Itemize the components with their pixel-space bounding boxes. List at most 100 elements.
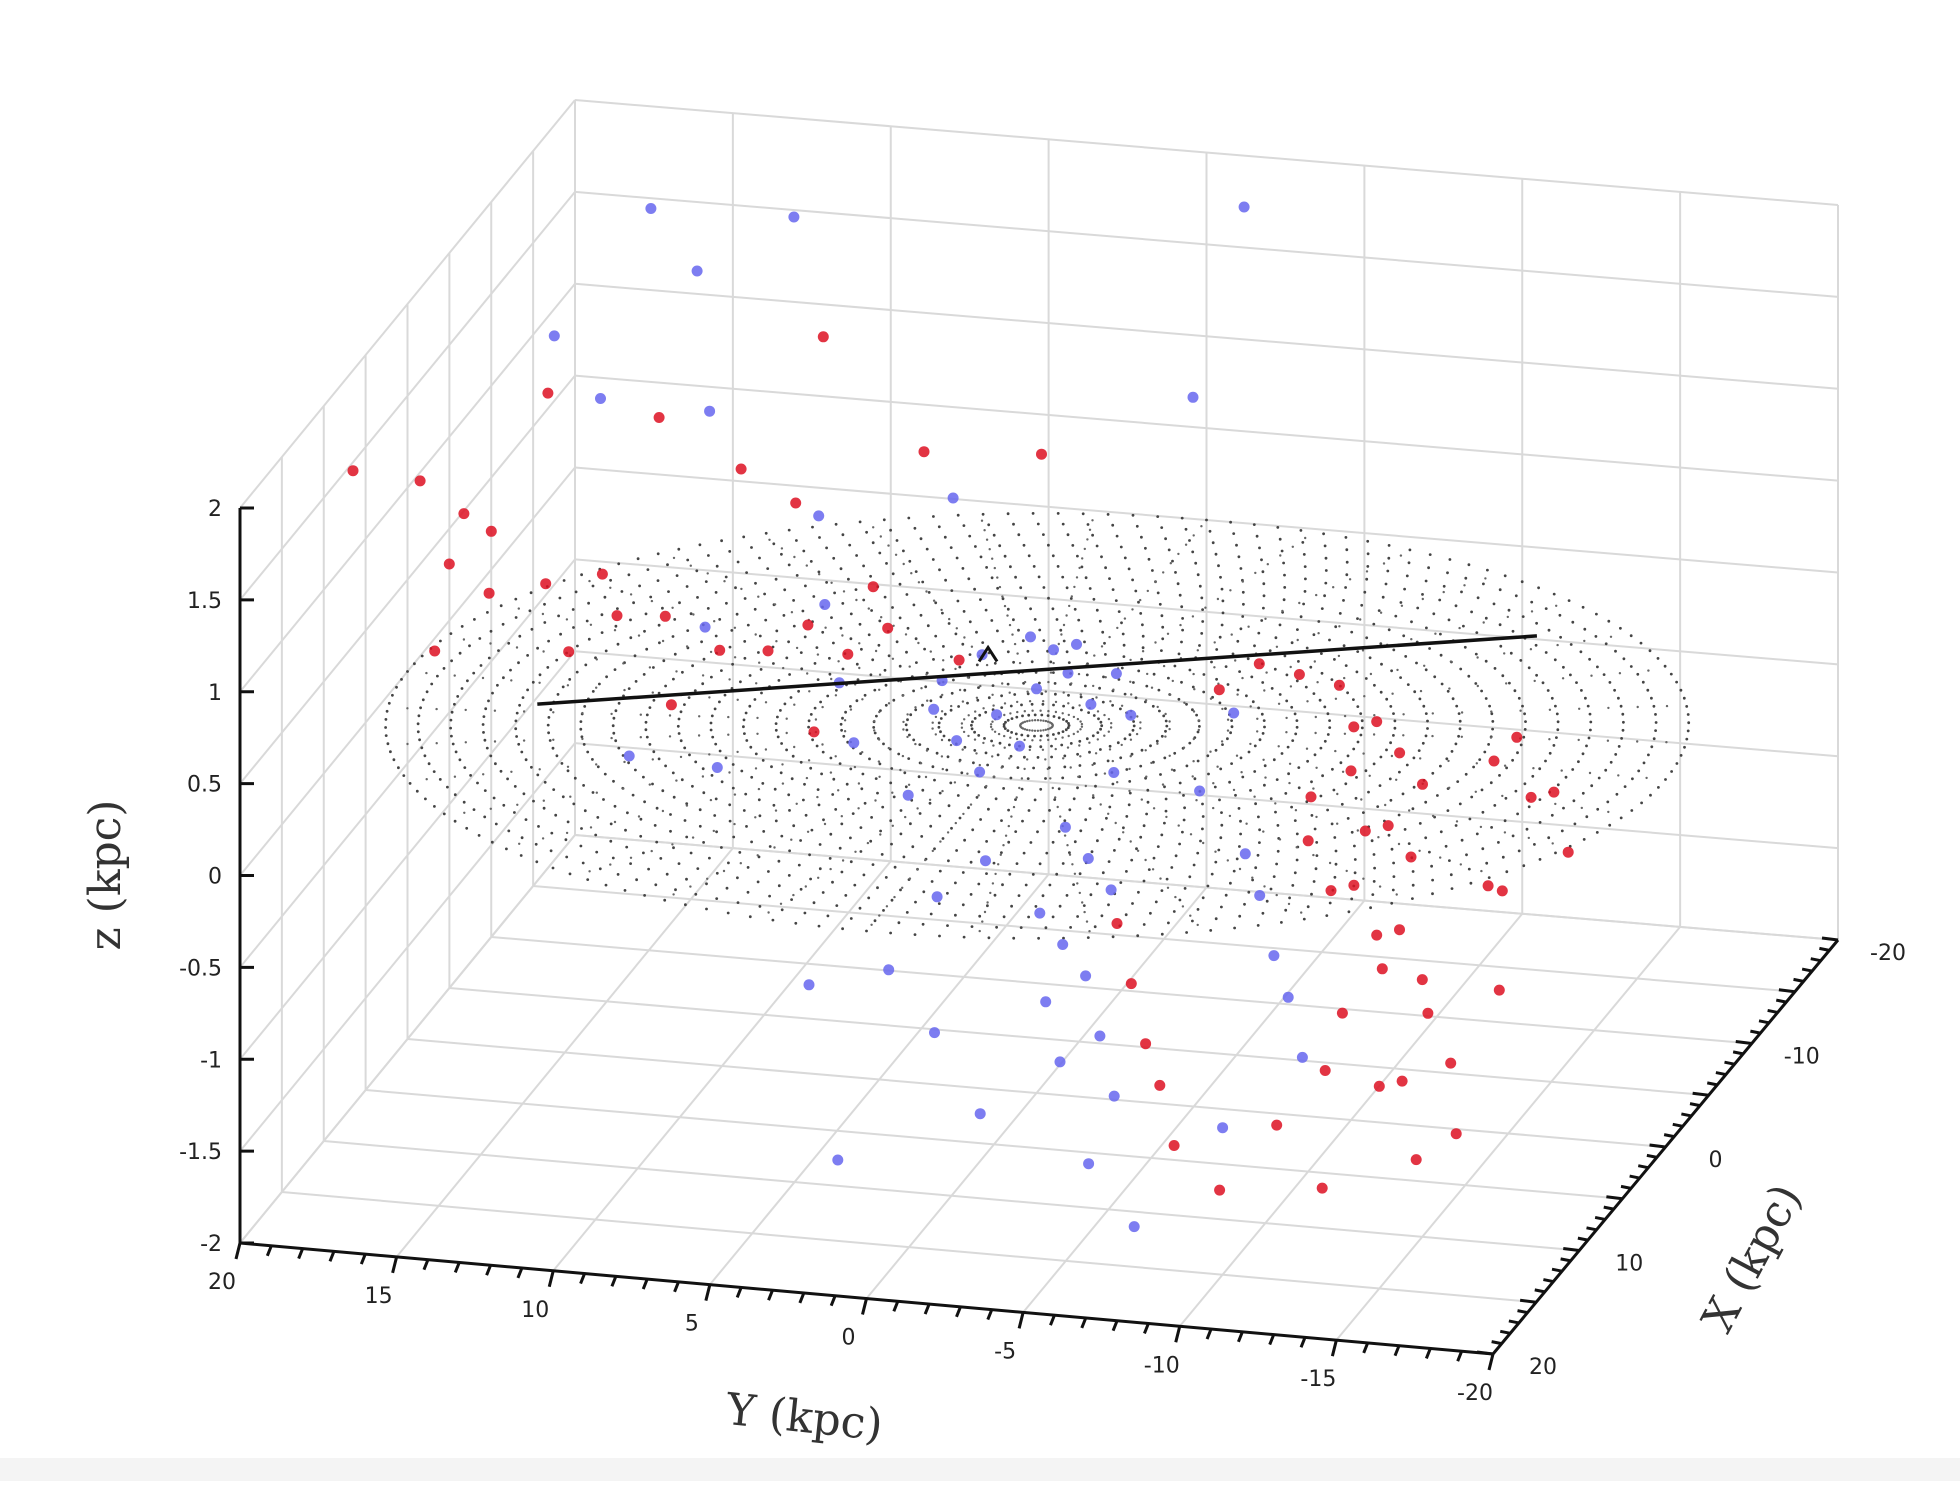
disk-dot — [710, 675, 713, 679]
disk-dot — [1446, 571, 1449, 575]
disk-spoke-dot — [1110, 722, 1113, 725]
disk-dot — [1290, 805, 1293, 809]
disk-spoke-dot — [1390, 754, 1394, 758]
disk-dot — [766, 567, 770, 570]
disk-dot — [1295, 858, 1299, 862]
disk-dot — [1356, 617, 1359, 620]
disk-dot — [1392, 875, 1396, 878]
data-point — [1031, 683, 1042, 695]
disk-spoke-dot — [781, 782, 785, 785]
disk-dot — [1052, 671, 1055, 674]
disk-spoke-dot — [1071, 863, 1074, 866]
disk-dot — [1378, 784, 1382, 787]
disk-dot — [718, 749, 722, 753]
disk-dot — [1196, 851, 1200, 855]
disk-dot — [1008, 743, 1011, 747]
y-tick — [1143, 1322, 1150, 1335]
disk-dot — [978, 914, 982, 918]
data-point — [1239, 848, 1251, 860]
disk-dot — [1405, 763, 1409, 767]
disk-dot — [1164, 729, 1167, 733]
disk-dot — [985, 872, 988, 875]
disk-spoke-dot — [1169, 562, 1173, 565]
disk-dot — [1252, 523, 1256, 526]
disk-dot — [678, 601, 681, 605]
disk-dot — [745, 571, 748, 574]
disk-dot — [969, 860, 973, 864]
disk-dot — [1262, 582, 1266, 586]
disk-dot — [844, 710, 847, 714]
data-point — [1254, 890, 1266, 901]
disk-spoke-dot — [1026, 720, 1029, 723]
disk-dot — [1318, 698, 1322, 702]
disk-dot — [1178, 593, 1182, 597]
disk-spoke-dot — [728, 678, 731, 681]
disk-dot — [1123, 692, 1127, 696]
disk-dot — [780, 834, 784, 838]
disk-dot — [1426, 719, 1429, 723]
disk-spoke-dot — [1361, 649, 1365, 652]
disk-dot — [1403, 828, 1407, 831]
disk-dot — [943, 712, 947, 716]
disk-spoke-dot — [1418, 849, 1421, 852]
disk-dot — [1511, 758, 1514, 762]
disk-dot — [450, 734, 453, 738]
disk-dot — [833, 591, 836, 595]
disk-spoke-dot — [1240, 771, 1243, 774]
disk-dot — [975, 663, 979, 667]
floor-grid-line — [491, 936, 1752, 1045]
disk-dot — [993, 893, 997, 897]
disk-dot — [537, 825, 540, 828]
disk-dot — [1026, 649, 1030, 653]
disk-dot — [1015, 715, 1019, 719]
disk-spoke-dot — [1179, 623, 1182, 627]
disk-dot — [1302, 553, 1306, 556]
disk-dot — [609, 822, 613, 826]
disk-dot — [884, 703, 888, 707]
y-tick — [861, 1298, 868, 1315]
data-point — [928, 703, 940, 715]
disk-dot — [715, 564, 719, 568]
data-point — [691, 265, 703, 277]
disk-spoke-dot — [1140, 798, 1144, 801]
disk-dot — [1470, 795, 1474, 799]
disk-dot — [797, 689, 800, 693]
disk-dot — [1535, 621, 1538, 625]
disk-dot — [1559, 635, 1562, 639]
disk-spoke-dot — [689, 885, 692, 888]
disk-spoke-dot — [807, 759, 811, 762]
disk-spoke-dot — [1505, 682, 1508, 685]
side-wall-grid-line — [239, 650, 576, 1060]
disk-spoke-dot — [1447, 759, 1450, 763]
disk-dot — [975, 630, 978, 634]
disk-spoke-dot — [780, 547, 784, 550]
disk-dot — [1057, 716, 1061, 720]
disk-dot — [1394, 614, 1398, 618]
disk-dot — [1408, 548, 1412, 552]
disk-dot — [748, 915, 752, 919]
data-point — [1085, 698, 1097, 710]
data-point — [1194, 785, 1206, 797]
disk-dot — [1472, 765, 1475, 769]
disk-dot — [1156, 515, 1160, 518]
disk-spoke-dot — [1013, 642, 1017, 646]
disk-dot — [812, 901, 816, 905]
disk-dot — [858, 906, 862, 910]
disk-spoke-dot — [983, 910, 987, 914]
disk-dot — [1455, 704, 1459, 708]
disk-dot — [1177, 697, 1181, 701]
disk-spoke-dot — [1191, 775, 1194, 778]
disk-dot — [1188, 741, 1192, 745]
disk-spoke-dot — [926, 699, 929, 702]
disk-spoke-dot — [1583, 639, 1586, 643]
disk-spoke-dot — [949, 743, 953, 747]
disk-dot — [1556, 783, 1560, 787]
disk-spoke-dot — [1197, 719, 1201, 722]
disk-dot — [514, 616, 518, 619]
data-point — [735, 463, 747, 475]
disk-dot — [971, 720, 974, 724]
disk-dot — [1130, 858, 1134, 862]
y-tick — [485, 1264, 492, 1276]
disk-dot — [629, 636, 633, 640]
disk-spoke-dot — [1054, 700, 1058, 704]
